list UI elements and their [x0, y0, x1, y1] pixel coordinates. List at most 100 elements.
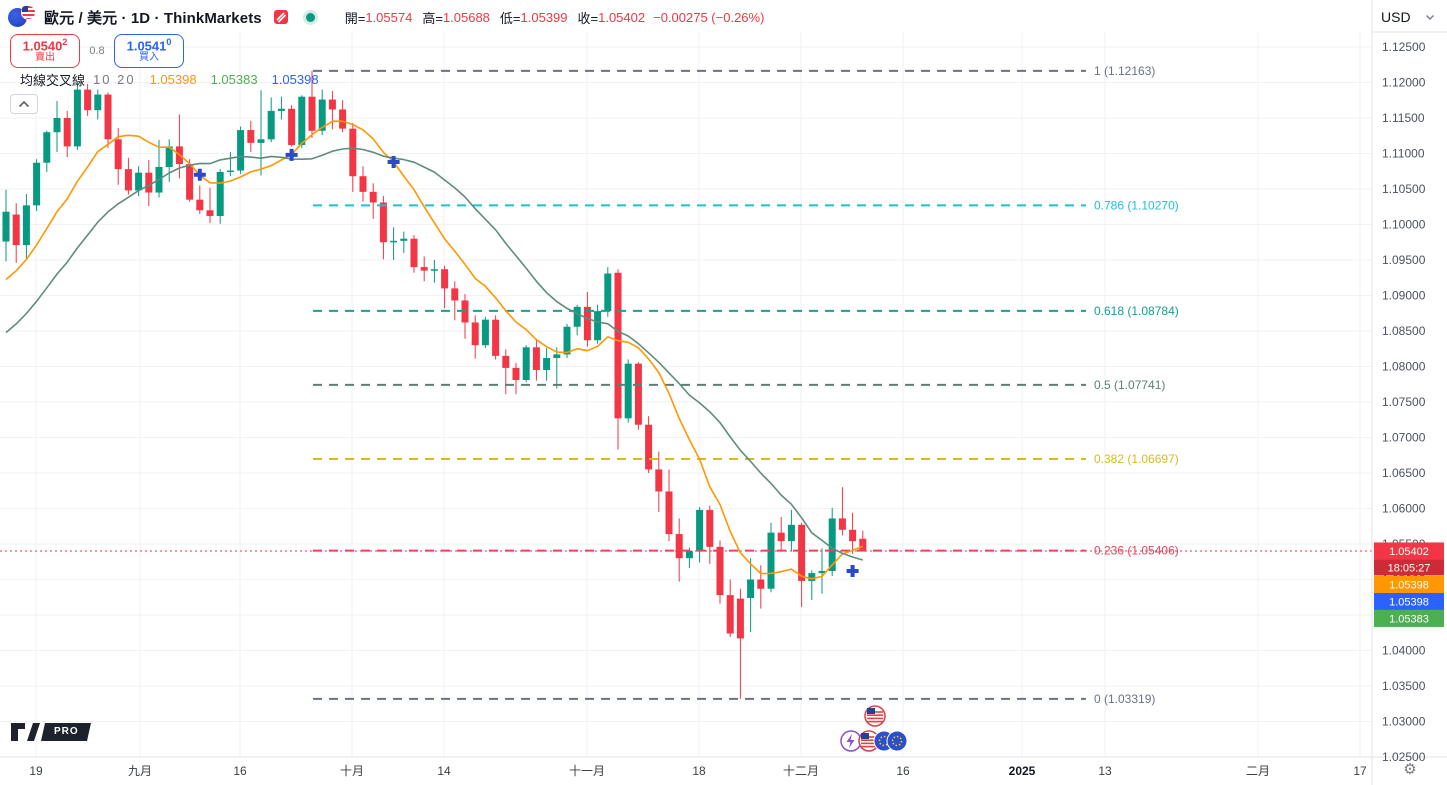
- candle: [145, 172, 153, 193]
- candle: [267, 110, 275, 140]
- candle: [124, 169, 132, 191]
- time-tick-label: 十一月: [569, 764, 605, 778]
- indicator-values: 1.05398 1.05383 1.05398: [136, 72, 319, 87]
- time-tick-label: 16: [233, 764, 247, 778]
- fib-label: 0.786 (1.10270): [1094, 198, 1179, 212]
- indicator-name[interactable]: 均線交叉線: [20, 73, 86, 88]
- candle: [604, 273, 612, 312]
- currency-dropdown[interactable]: USD: [1381, 6, 1439, 28]
- fib-label: 0.618 (1.08784): [1094, 304, 1179, 318]
- price-tag-value: 1.05383: [1389, 613, 1429, 625]
- candle: [165, 146, 173, 167]
- candle: [349, 128, 357, 177]
- candle: [339, 109, 347, 129]
- candle: [573, 306, 581, 327]
- candle: [114, 139, 122, 170]
- indicator-value: 1.05398: [271, 72, 319, 87]
- candle: [828, 518, 836, 571]
- candle: [33, 162, 41, 206]
- price-tag-value: 1.05402: [1389, 546, 1429, 558]
- candle: [186, 164, 194, 200]
- price-tick-label: 1.07500: [1382, 395, 1426, 409]
- candle: [84, 89, 92, 111]
- ma20-line: [5, 147, 864, 561]
- low-value: 1.05399: [520, 9, 568, 25]
- tradingview-logo[interactable]: PRO: [10, 722, 100, 744]
- candle: [808, 573, 816, 581]
- candle: [716, 546, 724, 596]
- change-value: −0.00275 (−0.26%): [653, 9, 765, 25]
- time-tick-label: 十月: [340, 764, 364, 778]
- candle: [767, 532, 775, 589]
- price-tag: [1374, 542, 1444, 560]
- candle: [645, 424, 653, 470]
- candle: [583, 306, 591, 341]
- price-tick-label: 1.11000: [1382, 147, 1425, 161]
- sell-button[interactable]: 1.05402 賣出: [10, 34, 80, 68]
- lightning-icon: [846, 734, 855, 748]
- time-tick-label: 14: [437, 764, 451, 778]
- time-tick-label: 2025: [1009, 764, 1036, 778]
- crossover-marker-icon: [193, 168, 206, 181]
- fib-label: 1 (1.12163): [1094, 64, 1155, 78]
- candle: [553, 354, 561, 358]
- candle: [685, 551, 693, 559]
- candle: [53, 118, 61, 133]
- price-tick-label: 1.12000: [1382, 76, 1426, 90]
- candle: [624, 363, 632, 419]
- currency-label: USD: [1381, 9, 1411, 25]
- time-tick-label: 17: [1353, 764, 1367, 778]
- market-open-status-dot: [305, 12, 315, 22]
- candle: [838, 518, 846, 530]
- close-value: 1.05402: [598, 9, 646, 25]
- fib-label: 0 (1.03319): [1094, 692, 1155, 706]
- candle: [726, 595, 734, 634]
- indicator-value: 1.05383: [210, 72, 258, 87]
- price-tick-label: 1.07000: [1382, 431, 1426, 445]
- time-tick-label: 九月: [128, 764, 152, 778]
- time-tick-label: 19: [29, 764, 43, 778]
- price-tick-label: 1.04000: [1382, 644, 1426, 658]
- ma10-line: [5, 120, 864, 580]
- candle: [328, 99, 336, 110]
- price-tick-label: 1.02500: [1382, 750, 1426, 764]
- collapse-pane-button[interactable]: [10, 94, 38, 114]
- candle: [747, 579, 755, 598]
- high-label: 高=: [422, 10, 443, 26]
- candle: [757, 579, 765, 589]
- symbol-title[interactable]: 歐元 / 美元 · 1D · ThinkMarkets: [44, 9, 262, 27]
- candle: [512, 367, 520, 380]
- buy-button[interactable]: 1.05410 買入: [114, 34, 184, 68]
- candle: [43, 132, 51, 163]
- price-tick-label: 1.12500: [1382, 40, 1426, 54]
- price-tick-label: 1.10500: [1382, 182, 1426, 196]
- candle: [736, 598, 744, 639]
- usd-flag-icon: [21, 5, 36, 20]
- candle: [94, 94, 102, 111]
- candle: [655, 469, 663, 492]
- buy-price-pip: 0: [166, 37, 172, 48]
- candle: [277, 108, 285, 111]
- currency-pair-icon: [8, 5, 38, 29]
- buy-price: 1.0541: [126, 38, 167, 54]
- candle: [471, 322, 479, 346]
- candle: [63, 118, 71, 147]
- candle: [787, 524, 795, 542]
- open-label: 開=: [344, 10, 366, 26]
- countdown-value: 18:05:27: [1388, 562, 1431, 574]
- price-tag: [1374, 592, 1444, 610]
- candle: [196, 199, 204, 211]
- price-tick-label: 1.03000: [1382, 715, 1426, 729]
- close-label: 收=: [577, 10, 599, 26]
- candle: [798, 524, 806, 581]
- axis-settings-gear-icon[interactable]: ⚙: [1403, 760, 1417, 778]
- countdown-tag: [1374, 559, 1444, 576]
- candle: [379, 202, 387, 243]
- candle: [390, 240, 398, 243]
- candle: [532, 347, 540, 371]
- price-tick-label: 1.09000: [1382, 289, 1426, 303]
- candle: [257, 139, 265, 143]
- candle: [696, 509, 704, 552]
